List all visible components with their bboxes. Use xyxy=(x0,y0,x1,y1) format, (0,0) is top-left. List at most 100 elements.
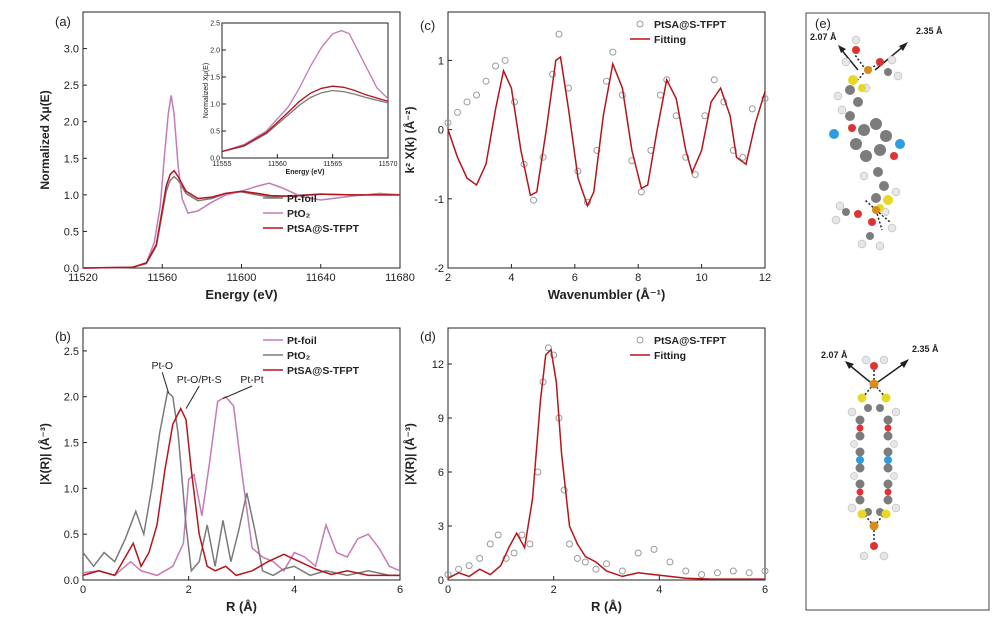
y-tick-label: 2.0 xyxy=(64,117,79,129)
data-point xyxy=(666,558,674,566)
legend-entry: PtSA@S-TFPT xyxy=(287,223,360,235)
y-tick-label: 9 xyxy=(438,413,444,425)
plot-1: 0 2 4 6 0.0 0.5 1.0 1.5 2.0 2.5 R (Å) |X(R)| (Å⁻³) (… xyxy=(37,327,403,614)
data-point xyxy=(530,196,538,204)
panel-e-structure: (e) 2.07 Å 2.35 Å xyxy=(805,12,990,611)
data-point xyxy=(739,153,747,161)
inset-y-axis-label: Normalized Xμ(E) xyxy=(203,63,210,118)
data-point xyxy=(581,558,589,566)
x-tick-label: 4 xyxy=(508,272,514,284)
distance-bottom-left: 2.07 Å xyxy=(821,350,848,360)
y-tick-label: 2.5 xyxy=(64,80,79,92)
x-tick-label: 4 xyxy=(291,584,297,596)
legend: PtSA@S-TFPT Fitting xyxy=(630,19,727,46)
top-molecule: 2.07 Å 2.35 Å xyxy=(810,26,943,251)
legend-entry: PtSA@S-TFPT xyxy=(654,335,727,347)
x-tick-label: 6 xyxy=(397,584,403,596)
annotation-arrow xyxy=(161,372,170,394)
data-point xyxy=(729,567,737,575)
y-tick-label: 6 xyxy=(438,467,444,479)
plot-inset: 11555 11560 11565 11570 0.0 0.5 1.0 1.5 2.0 2.5 En… xyxy=(203,21,398,177)
plot-frame xyxy=(82,327,401,581)
peak-annotation: Pt-O xyxy=(151,360,173,372)
data-point xyxy=(560,486,568,494)
series-line-2 xyxy=(221,85,389,153)
legend-entry: Pt-foil xyxy=(287,193,317,205)
series-line-0 xyxy=(221,89,389,153)
x-tick-label: 12 xyxy=(759,272,771,284)
distance-bottom-right: 2.35 Å xyxy=(912,344,939,354)
plot-frame xyxy=(447,327,766,581)
data-point xyxy=(745,569,753,577)
x-tick-label: 11520 xyxy=(68,272,98,284)
y-tick-label: 0 xyxy=(438,575,444,587)
data-point xyxy=(729,146,737,154)
data-point xyxy=(555,30,563,38)
x-tick-label: 11570 xyxy=(379,161,398,168)
data-point xyxy=(486,540,494,548)
y-tick-label: 1.5 xyxy=(64,153,79,165)
series-line-2 xyxy=(82,169,400,269)
data-point xyxy=(618,567,626,575)
legend: PtSA@S-TFPT Fitting xyxy=(630,335,727,362)
legend-entry: PtSA@S-TFPT xyxy=(654,19,727,31)
data-point xyxy=(454,108,462,116)
data-point xyxy=(573,554,581,562)
panel-label: (a) xyxy=(55,14,71,29)
x-tick-label: 11555 xyxy=(213,161,232,168)
data-point xyxy=(603,560,610,568)
legend-marker xyxy=(636,336,644,344)
x-tick-label: 11565 xyxy=(323,161,342,168)
y-tick-label: 0.5 xyxy=(210,129,220,136)
x-tick-label: 6 xyxy=(762,584,768,596)
data-point xyxy=(510,549,518,557)
y-tick-label: 1.0 xyxy=(64,190,79,202)
y-axis-label: |X(R)| (Å⁻³) xyxy=(402,423,417,485)
data-point xyxy=(650,545,658,553)
annotation-arrow xyxy=(185,385,200,409)
series-line-1 xyxy=(447,348,765,580)
data-point xyxy=(566,540,574,548)
legend-entry: PtSA@S-TFPT xyxy=(287,365,360,377)
data-point xyxy=(473,91,481,99)
x-tick-label: 11640 xyxy=(306,272,336,284)
series-line-0 xyxy=(82,395,401,577)
panel-e-label: (e) xyxy=(815,16,831,31)
x-axis-label: Wavenumbler (Å⁻¹) xyxy=(548,287,666,302)
panel-label: (c) xyxy=(420,18,435,33)
panel-label: (b) xyxy=(55,329,71,344)
legend: Pt-foil PtO₂ PtSA@S-TFPT xyxy=(263,193,360,235)
y-tick-label: -1 xyxy=(434,194,444,206)
x-tick-label: 11680 xyxy=(385,272,415,284)
x-tick-label: 2 xyxy=(551,584,557,596)
arrow-left-bottom xyxy=(847,363,871,383)
data-point xyxy=(691,171,699,179)
plot-2: 2 4 6 8 10 12 -2 -1 0 1 Wavenumbler (Å⁻¹) k² X(k) (… xyxy=(402,11,771,302)
data-point xyxy=(710,76,718,84)
data-point xyxy=(494,531,502,539)
y-tick-label: 2.5 xyxy=(210,21,220,28)
y-tick-label: 12 xyxy=(432,359,444,371)
legend-entry: PtO₂ xyxy=(287,350,311,362)
y-axis-label: Normalized Xμ(E) xyxy=(38,90,52,189)
y-tick-label: -2 xyxy=(434,263,444,275)
x-tick-label: 11600 xyxy=(227,272,257,284)
series-line-2 xyxy=(82,406,400,577)
bottom-molecule: 2.07 Å 2.35 Å xyxy=(821,344,939,561)
legend-entry: Fitting xyxy=(654,350,686,362)
data-point xyxy=(713,569,721,577)
x-axis-label: R (Å) xyxy=(591,599,622,614)
y-tick-label: 3.0 xyxy=(64,44,79,56)
distance-top-right: 2.35 Å xyxy=(916,26,943,36)
arrow-right-bottom xyxy=(877,361,907,383)
y-tick-label: 0.5 xyxy=(64,226,79,238)
x-tick-label: 0 xyxy=(80,584,86,596)
y-tick-label: 1.0 xyxy=(210,102,220,109)
legend: Pt-foil PtO₂ PtSA@S-TFPT xyxy=(263,335,360,377)
x-tick-label: 8 xyxy=(635,272,641,284)
data-point xyxy=(549,70,557,78)
series-line-1 xyxy=(82,390,400,577)
data-point xyxy=(463,98,471,106)
data-point xyxy=(501,56,509,64)
y-tick-label: 1.5 xyxy=(210,75,220,82)
